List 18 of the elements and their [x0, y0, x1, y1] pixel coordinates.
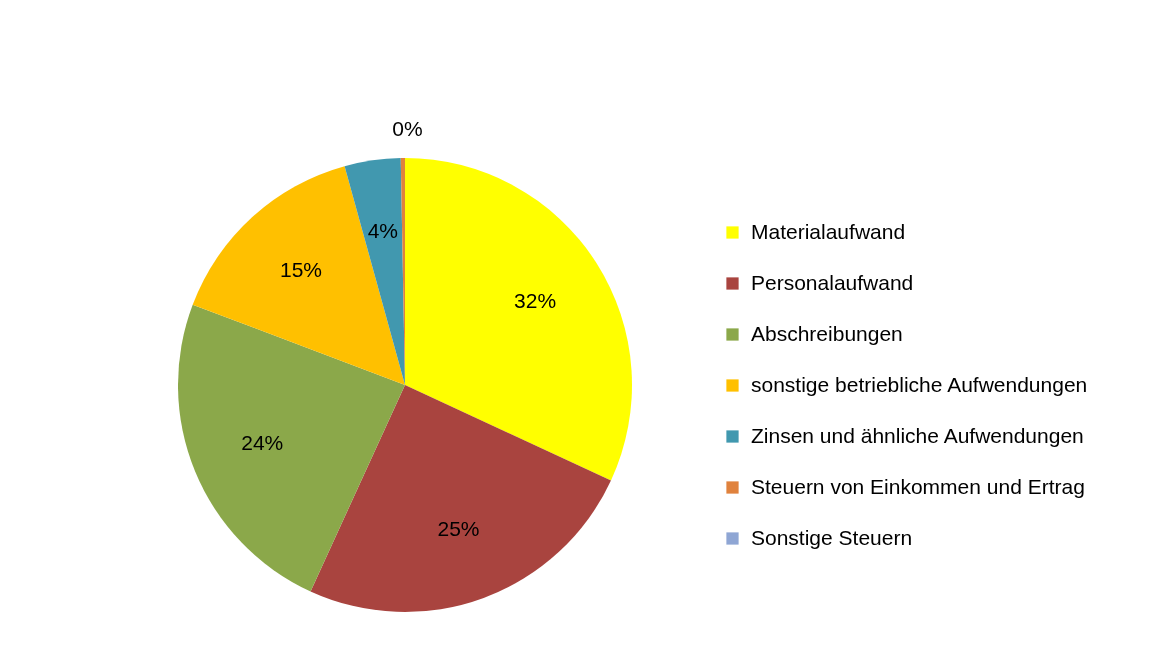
pie-slice — [310, 385, 611, 612]
legend-label: Zinsen und ähnliche Aufwendungen — [751, 423, 1084, 447]
legend-label: sonstige betriebliche Aufwendungen — [751, 372, 1088, 396]
pie-slice — [344, 158, 405, 385]
legend-label: Abschreibungen — [751, 321, 903, 345]
legend-label: Steuern von Einkommen und Ertrag — [751, 474, 1085, 498]
pie-slice — [178, 304, 405, 592]
data-label: 32% — [514, 288, 557, 312]
data-label: 4% — [367, 219, 399, 243]
legend-label: Personalaufwand — [751, 270, 914, 294]
legend-label: Materialaufwand — [751, 219, 906, 243]
data-label: 24% — [241, 430, 284, 454]
data-label: 25% — [437, 516, 480, 540]
legend-label: Sonstige Steuern — [751, 525, 913, 549]
data-label: 15% — [279, 257, 323, 281]
data-label: 0% — [392, 117, 423, 141]
pie-slice — [192, 166, 405, 385]
pie-slice — [405, 158, 632, 481]
